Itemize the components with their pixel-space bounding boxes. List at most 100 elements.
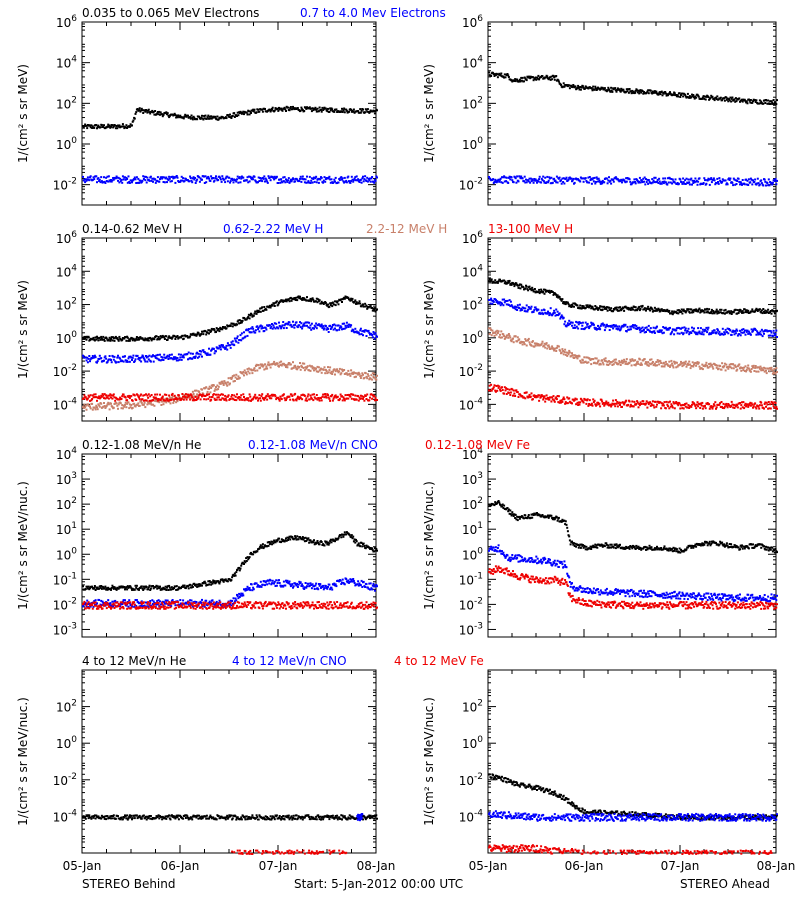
data-point — [675, 312, 678, 315]
data-point — [170, 336, 173, 339]
data-point — [144, 179, 147, 182]
data-point — [640, 330, 643, 333]
y-tick-label: 10-2 — [53, 363, 77, 379]
data-point — [586, 356, 589, 359]
data-point — [127, 357, 130, 360]
data-point — [540, 177, 543, 180]
data-point — [554, 314, 557, 317]
data-point — [205, 386, 208, 389]
data-point — [605, 90, 608, 93]
data-point — [682, 181, 685, 184]
data-point — [488, 327, 490, 330]
data-point — [215, 386, 217, 388]
data-point — [601, 359, 604, 362]
data-point — [500, 181, 503, 184]
data-point — [529, 307, 532, 310]
data-point — [581, 85, 584, 88]
data-point — [165, 401, 168, 404]
data-point — [242, 176, 245, 179]
data-point — [230, 395, 233, 398]
data-point — [612, 310, 615, 313]
data-point — [715, 310, 717, 313]
data-point — [509, 336, 512, 339]
data-point — [118, 181, 121, 184]
data-point — [344, 324, 347, 327]
data-point — [231, 322, 234, 325]
data-point — [268, 108, 271, 111]
data-point — [190, 114, 193, 117]
data-point — [218, 175, 221, 178]
data-point — [201, 178, 203, 181]
data-point — [282, 393, 285, 396]
data-point — [698, 330, 701, 333]
data-point — [362, 334, 364, 337]
data-point — [288, 300, 291, 303]
data-point — [246, 176, 249, 179]
data-point — [368, 331, 371, 334]
data-point — [271, 327, 274, 330]
data-point — [596, 307, 599, 310]
data-point — [371, 372, 374, 375]
data-point — [661, 332, 664, 335]
data-point — [177, 353, 180, 356]
data-point — [187, 114, 189, 117]
data-point — [715, 308, 718, 311]
data-point — [242, 393, 245, 396]
data-point — [617, 327, 620, 330]
data-point — [547, 291, 550, 293]
data-point — [700, 333, 703, 336]
data-point — [697, 331, 700, 334]
data-point — [654, 364, 657, 367]
data-point — [299, 295, 301, 298]
data-point — [538, 175, 541, 178]
data-point — [293, 326, 296, 329]
data-point — [363, 376, 366, 379]
data-point — [143, 339, 146, 342]
y-axis-label: 1/(cm² s sr MeV) — [422, 280, 436, 379]
data-point — [527, 306, 530, 308]
data-point — [228, 116, 231, 118]
data-point — [131, 359, 133, 361]
data-point — [317, 298, 320, 301]
data-point — [216, 115, 219, 118]
data-point — [750, 328, 753, 331]
data-point — [212, 328, 215, 330]
data-point — [197, 352, 200, 355]
data-point — [604, 357, 607, 360]
data-point — [167, 114, 170, 117]
data-point — [294, 323, 297, 326]
data-point — [195, 399, 198, 401]
data-point — [758, 308, 761, 311]
data-point — [604, 326, 607, 329]
data-point — [723, 312, 726, 315]
data-point — [222, 382, 224, 385]
data-point — [599, 324, 602, 327]
data-point — [117, 179, 119, 182]
data-point — [353, 398, 356, 401]
data-point — [692, 182, 695, 184]
data-point — [111, 339, 114, 342]
data-point — [334, 180, 336, 183]
data-point — [124, 126, 127, 129]
data-point — [257, 181, 259, 184]
data-point — [646, 307, 649, 310]
data-point — [240, 332, 243, 335]
data-point — [683, 326, 686, 329]
data-point — [231, 376, 234, 379]
data-point — [215, 118, 218, 121]
data-point — [290, 393, 293, 396]
data-point — [318, 399, 321, 402]
data-point — [147, 355, 150, 358]
data-point — [291, 325, 294, 328]
data-point — [295, 399, 298, 402]
data-point — [592, 177, 595, 180]
data-point — [542, 180, 545, 183]
data-point — [171, 395, 174, 398]
data-point — [607, 179, 610, 182]
data-point — [278, 178, 281, 181]
data-point — [535, 179, 538, 182]
data-point — [237, 341, 240, 344]
data-point — [751, 101, 754, 104]
data-point — [365, 398, 368, 400]
